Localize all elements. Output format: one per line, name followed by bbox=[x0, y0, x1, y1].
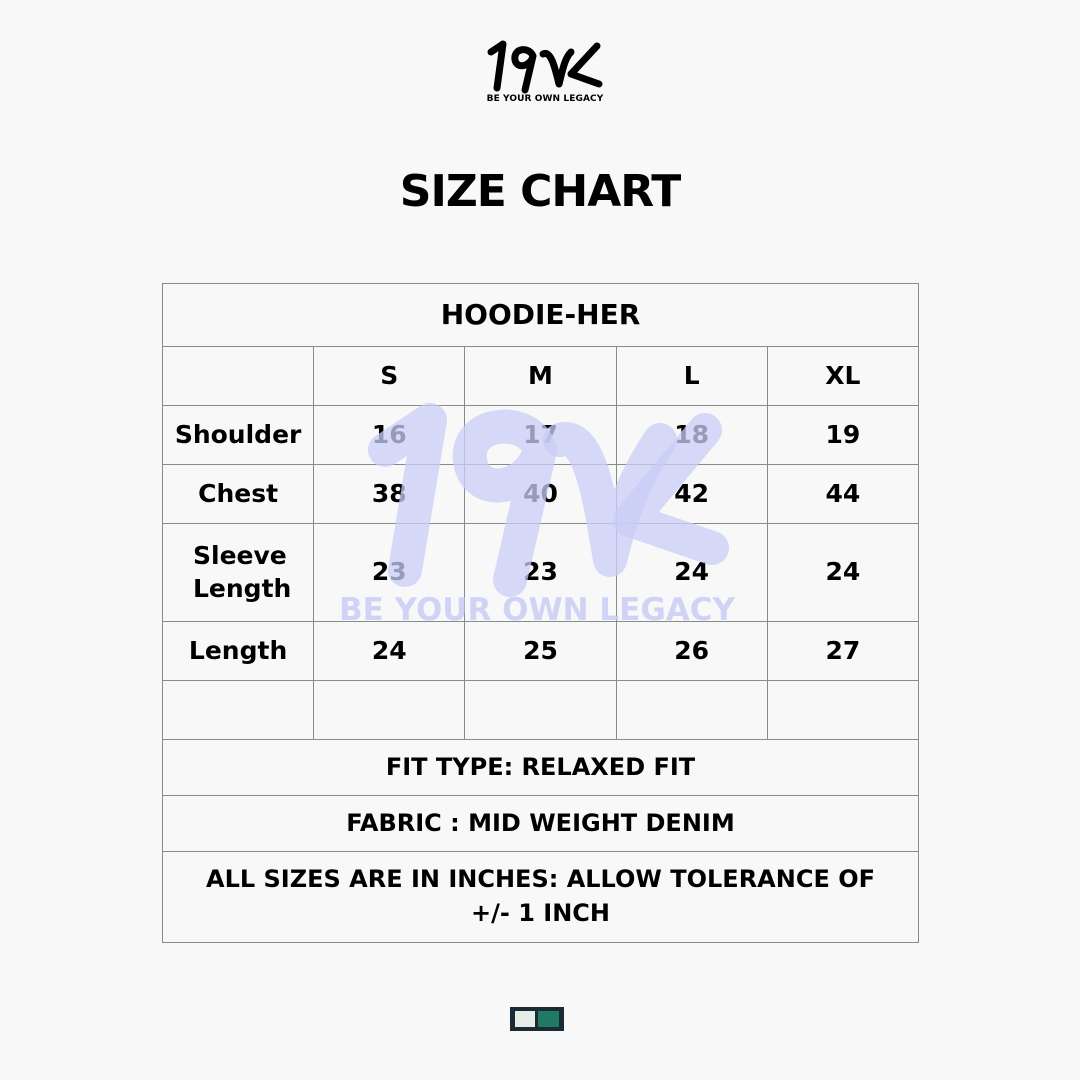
size-header-row: S M L XL bbox=[161, 346, 920, 406]
brand-tagline: BE YOUR OWN LEGACY bbox=[486, 94, 604, 104]
cell: 27 bbox=[766, 621, 920, 681]
size-header: L bbox=[615, 346, 768, 406]
swatch-green bbox=[538, 1011, 559, 1027]
cell: 19 bbox=[766, 405, 920, 465]
size-chart-table: HOODIE-HER S M L XL Shoulder 16 17 18 19… bbox=[161, 283, 920, 943]
cell: 40 bbox=[464, 464, 617, 524]
row-label: Length bbox=[161, 621, 315, 681]
cell: 18 bbox=[615, 405, 768, 465]
cell: 42 bbox=[615, 464, 768, 524]
row-label: Chest bbox=[161, 464, 315, 524]
row-label: Sleeve Length bbox=[161, 523, 315, 622]
empty-cell bbox=[766, 680, 920, 740]
cell: 24 bbox=[615, 523, 768, 622]
size-header: XL bbox=[766, 346, 920, 406]
row-label: Shoulder bbox=[161, 405, 315, 465]
cell: 26 bbox=[615, 621, 768, 681]
brand-logo: BE YOUR OWN LEGACY bbox=[470, 38, 620, 104]
cell: 23 bbox=[313, 523, 466, 622]
empty-cell bbox=[161, 346, 315, 406]
cell: 24 bbox=[313, 621, 466, 681]
empty-cell bbox=[464, 680, 617, 740]
table-row: Sleeve Length 23 23 24 24 bbox=[161, 523, 920, 622]
empty-row bbox=[161, 680, 920, 740]
cell: 17 bbox=[464, 405, 617, 465]
cell: 44 bbox=[766, 464, 920, 524]
fabric: FABRIC : MID WEIGHT DENIM bbox=[162, 795, 919, 852]
cell: 23 bbox=[464, 523, 617, 622]
size-header: M bbox=[464, 346, 617, 406]
size-header: S bbox=[313, 346, 466, 406]
table-row: Chest 38 40 42 44 bbox=[161, 464, 920, 524]
cell: 16 bbox=[313, 405, 466, 465]
cell: 25 bbox=[464, 621, 617, 681]
empty-cell bbox=[615, 680, 768, 740]
empty-cell bbox=[161, 680, 315, 740]
product-name: HOODIE-HER bbox=[162, 283, 919, 347]
cell: 24 bbox=[766, 523, 920, 622]
brand-logo-mark bbox=[487, 40, 603, 94]
color-swatch bbox=[510, 1007, 564, 1031]
page-title: SIZE CHART bbox=[399, 166, 681, 217]
fit-type: FIT TYPE: RELAXED FIT bbox=[162, 739, 919, 796]
cell: 38 bbox=[313, 464, 466, 524]
size-note: ALL SIZES ARE IN INCHES: ALLOW TOLERANCE… bbox=[162, 851, 919, 943]
swatch-light bbox=[515, 1011, 535, 1027]
empty-cell bbox=[313, 680, 466, 740]
table-row: Length 24 25 26 27 bbox=[161, 621, 920, 681]
table-row: Shoulder 16 17 18 19 bbox=[161, 405, 920, 465]
